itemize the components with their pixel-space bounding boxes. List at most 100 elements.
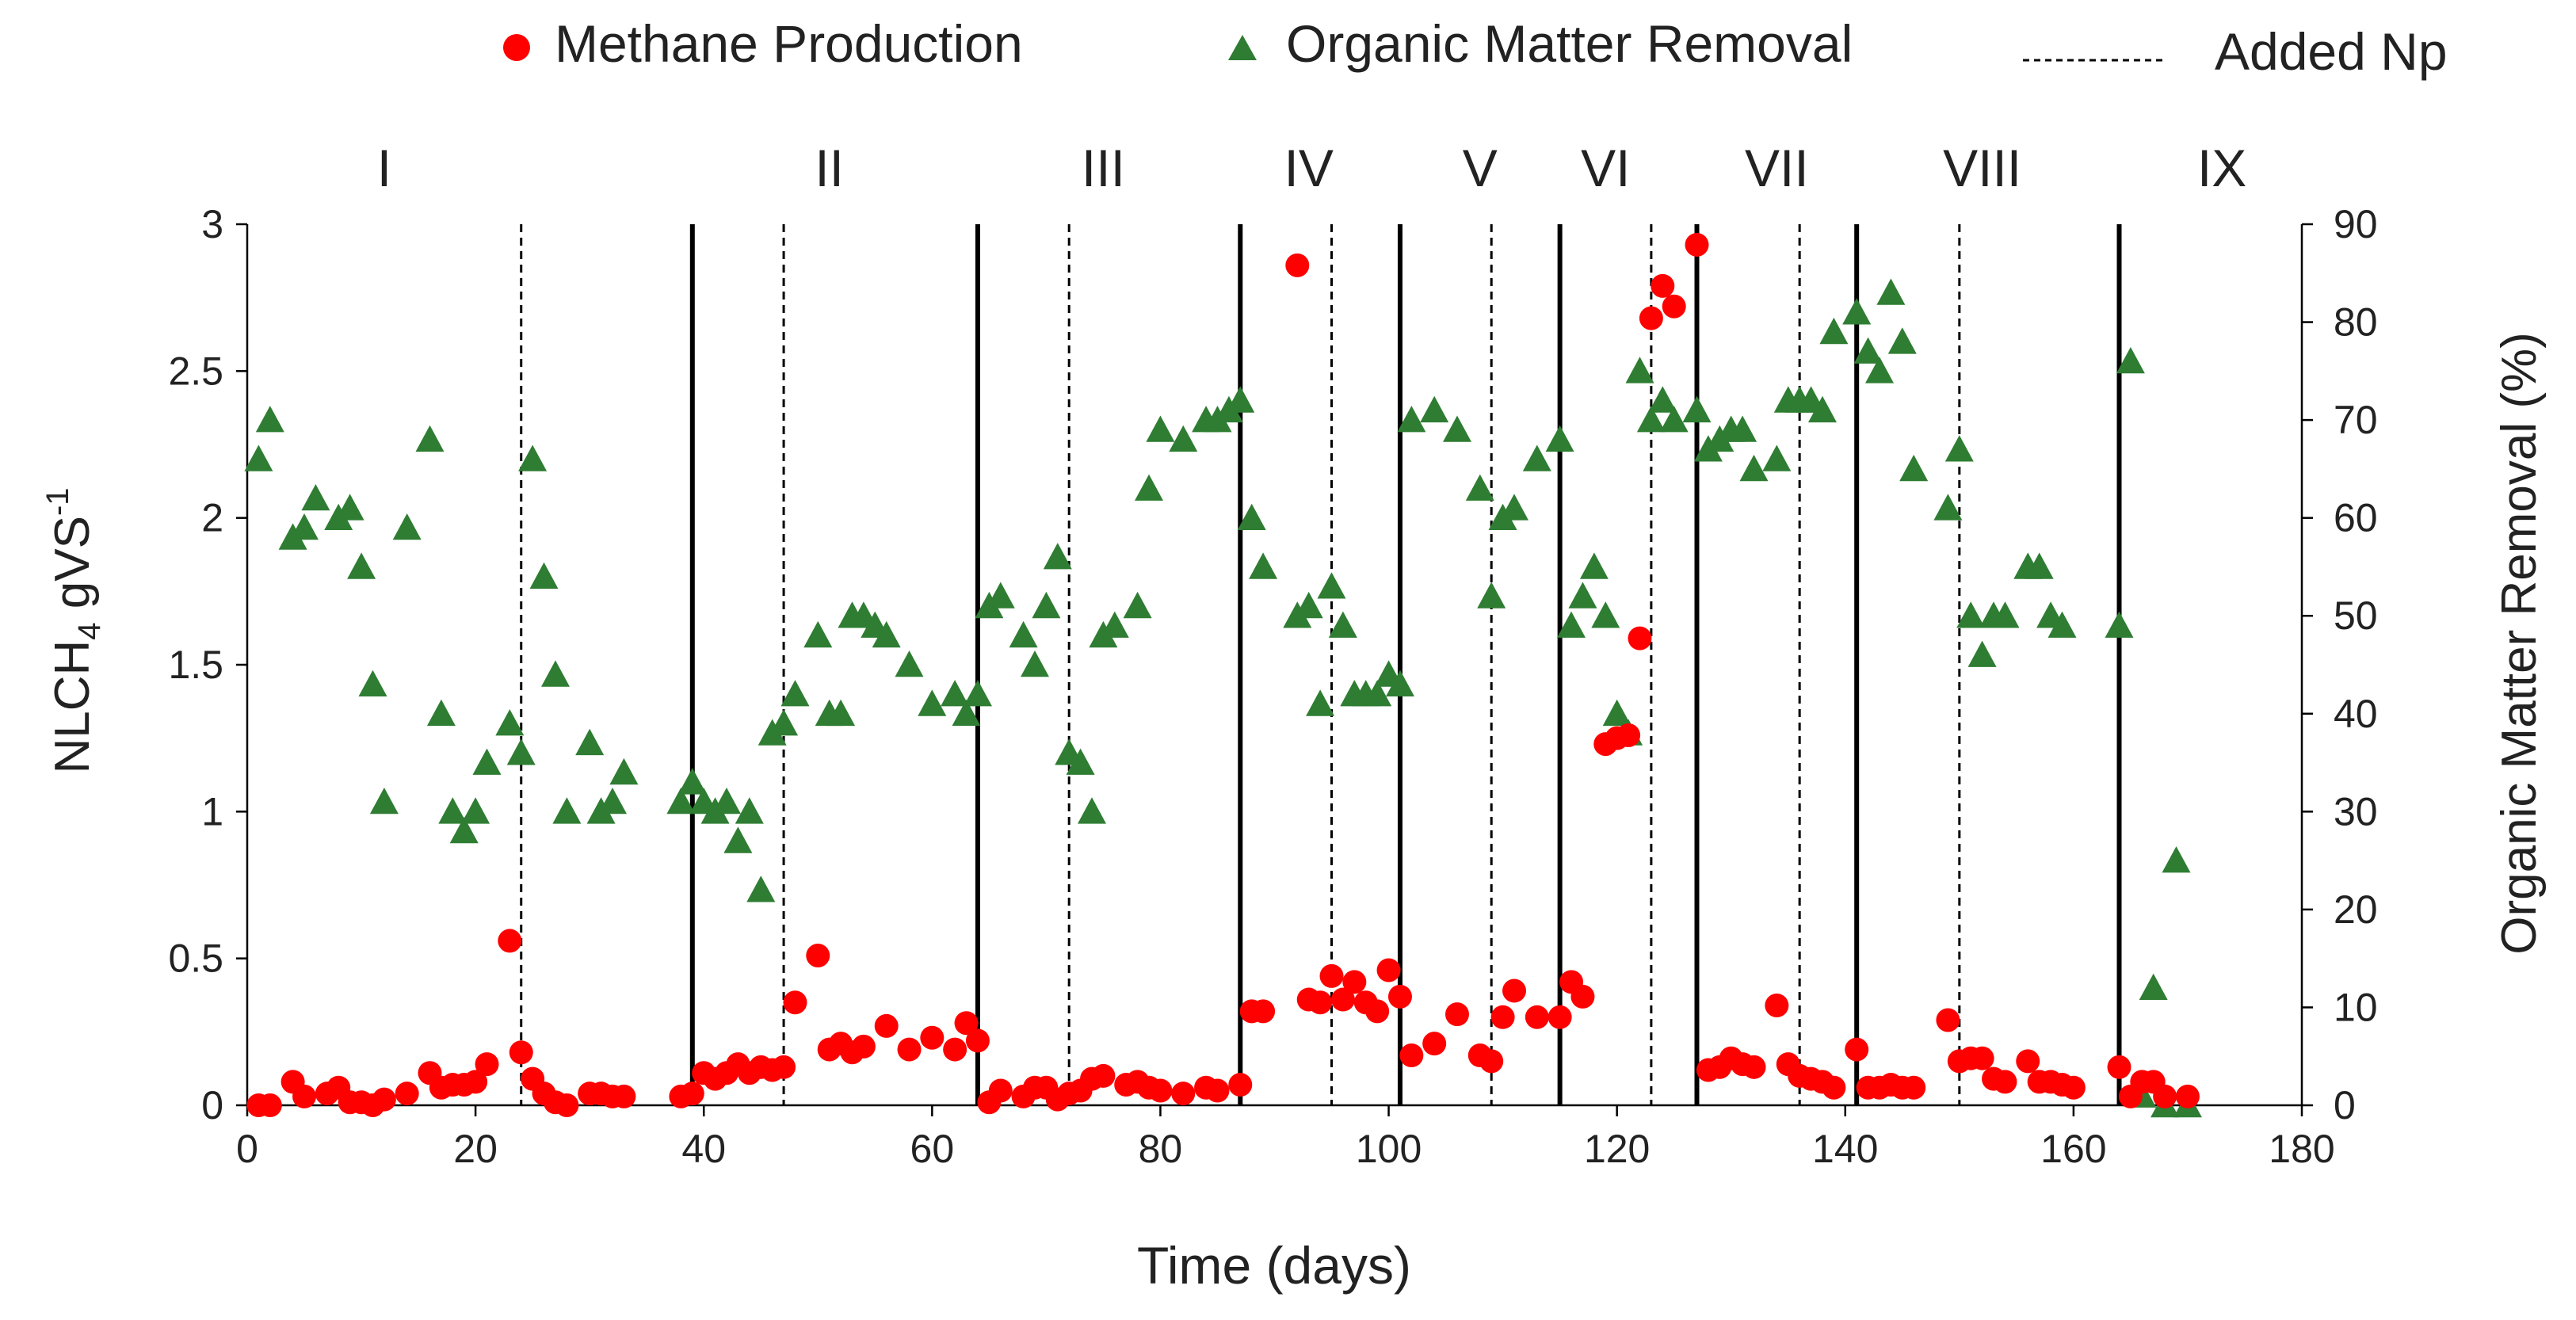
y-tick-label: 2.5: [168, 349, 223, 393]
organic-removal-point: [1009, 620, 1038, 648]
organic-removal-point: [1990, 601, 2020, 628]
y2-tick-label: 0: [2334, 1083, 2356, 1127]
organic-removal-point: [1386, 670, 1414, 696]
methane-point: [1171, 1082, 1196, 1106]
organic-removal-point: [780, 680, 810, 707]
organic-removal-point: [1363, 680, 1392, 707]
methane-point: [1205, 1078, 1230, 1103]
methane-point: [897, 1037, 922, 1062]
organic-removal-point: [495, 709, 525, 736]
y2-tick-label: 60: [2334, 496, 2378, 540]
y2-tick-label: 10: [2334, 985, 2378, 1029]
organic-removal-point: [1557, 611, 1586, 638]
methane-point: [874, 1013, 899, 1038]
organic-removal-point: [358, 670, 387, 696]
methane-point: [1479, 1049, 1504, 1074]
methane-point: [1822, 1075, 1846, 1100]
organic-removal-point: [986, 582, 1015, 608]
methane-point: [1845, 1037, 1869, 1062]
y2-tick-label: 90: [2334, 202, 2378, 246]
organic-removal-point: [347, 552, 376, 579]
organic-removal-point: [1078, 797, 1106, 824]
methane-point: [509, 1040, 533, 1065]
y-tick-label: 2: [201, 496, 223, 540]
methane-point: [772, 1055, 796, 1079]
organic-removal-point: [2105, 611, 2134, 638]
organic-removal-point: [1579, 552, 1609, 579]
organic-removal-point: [426, 699, 456, 727]
y-tick-label: 1: [201, 789, 223, 834]
methane-point: [1570, 984, 1595, 1009]
organic-removal-point: [826, 699, 856, 727]
organic-removal-point: [1625, 357, 1654, 383]
organic-removal-point: [518, 444, 548, 471]
methane-point: [1376, 958, 1401, 982]
methane-point: [1651, 273, 1675, 298]
methane-point: [2175, 1084, 2200, 1108]
phase-label: I: [377, 139, 391, 197]
methane-point: [1993, 1070, 2017, 1094]
x-tick-label: 80: [1139, 1127, 1183, 1171]
organic-removal-point: [1956, 601, 1986, 628]
organic-removal-point: [872, 620, 901, 648]
methane-point: [1525, 1005, 1549, 1029]
organic-removal-point: [1648, 386, 1677, 413]
organic-removal-point: [1682, 395, 1712, 423]
methane-point: [2016, 1049, 2040, 1074]
methane-point: [1285, 253, 1310, 277]
organic-removal-point: [1545, 425, 1574, 452]
organic-removal-point: [1865, 357, 1894, 383]
y-axis-title-superscript: -1: [40, 487, 75, 516]
organic-removal-point: [449, 817, 479, 844]
organic-removal-point: [1762, 444, 1792, 471]
phase-labels: I II III IV V VI VII VIII IX: [377, 139, 2247, 197]
methane-point: [258, 1093, 282, 1117]
organic-removal-point: [1397, 406, 1426, 433]
organic-removal-point: [1876, 278, 1906, 305]
x-tick-label: 0: [236, 1127, 258, 1171]
organic-removal-point: [598, 788, 627, 815]
organic-removal-point: [666, 788, 696, 815]
organic-removal-point: [552, 797, 582, 824]
y-tick-label: 0.5: [168, 937, 223, 981]
organic-removal-point: [1568, 582, 1597, 608]
methane-point: [1639, 306, 1663, 330]
methane-point: [1319, 963, 1344, 988]
y-axis-ticks: 0 0.5 1 1.5 2 2.5 3: [168, 202, 247, 1127]
organic-removal-point: [438, 797, 467, 824]
x-tick-label: 100: [1356, 1127, 1422, 1171]
organic-removal-point: [712, 788, 741, 815]
y2-tick-label: 40: [2334, 692, 2378, 736]
organic-removal-point: [415, 425, 445, 452]
legend-marker-methane: [503, 34, 530, 61]
organic-removal-point: [1123, 591, 1152, 619]
y-axis-title: NLCH4 gVS-1: [40, 487, 107, 773]
methane-point: [1742, 1055, 1766, 1079]
methane-point: [292, 1084, 317, 1108]
methane-point: [1902, 1075, 1926, 1100]
organic-removal-point: [1226, 386, 1255, 413]
phase-label: IV: [1284, 139, 1334, 197]
methane-point: [1148, 1078, 1173, 1103]
methane-point: [851, 1034, 876, 1059]
methane-point: [1502, 979, 1527, 1003]
organic-removal-point: [369, 788, 399, 815]
methane-point: [1936, 1008, 1960, 1032]
organic-removal-point: [461, 797, 490, 824]
organic-removal-point: [2116, 347, 2145, 374]
methane-point: [1765, 993, 1789, 1017]
series-methane-production: [246, 232, 2200, 1117]
organic-removal-point: [1465, 474, 1494, 501]
methane-point: [2153, 1084, 2177, 1108]
organic-removal-point: [1443, 415, 1471, 442]
organic-removal-point: [1146, 415, 1175, 442]
organic-removal-point: [392, 513, 422, 540]
phase-label: VIII: [1943, 139, 2021, 197]
organic-removal-point: [1591, 601, 1620, 628]
organic-removal-point: [1294, 591, 1323, 619]
x-axis-title: Time (days): [1137, 1236, 1411, 1295]
organic-removal-point: [677, 768, 707, 795]
methane-point: [1444, 1002, 1469, 1027]
phase-boundaries: [689, 224, 2122, 1105]
methane-point: [372, 1087, 396, 1112]
